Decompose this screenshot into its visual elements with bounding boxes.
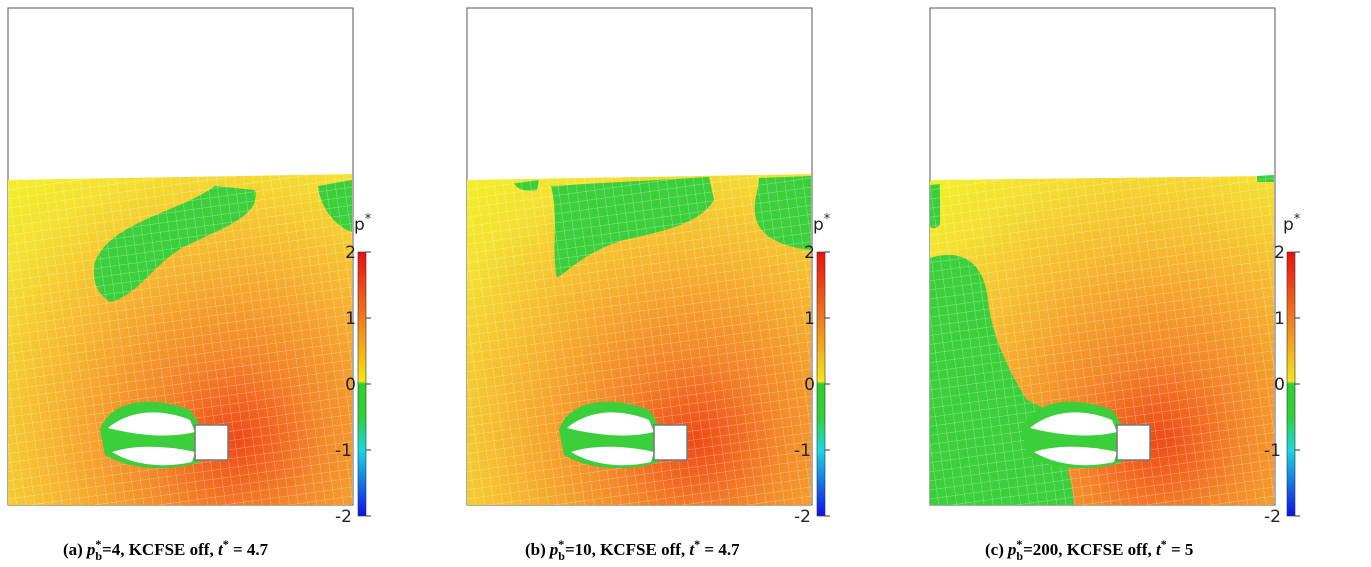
caption-label: (b) (525, 540, 546, 559)
colorbar-title: p* (813, 212, 831, 235)
figure: p*210-1-2(a)p*b=4, KCFSE off, t* = 4.7p*… (0, 0, 1371, 567)
colorbar-title-symbol: p (813, 215, 824, 235)
caption-text: , KCFSE off, (120, 540, 218, 559)
colorbar-tick-label: 1 (345, 309, 356, 329)
colorbar-tick-label: 1 (804, 309, 815, 329)
colorbar-tick-label: 0 (345, 375, 356, 395)
colorbar-tick-label: 1 (1274, 309, 1285, 329)
colorbar-title: p* (354, 212, 372, 235)
colorbar-title-sup: * (824, 212, 831, 227)
caption: (a)p*b=4, KCFSE off, t* = 4.7 (63, 537, 269, 563)
panel: p* 2 1 0 -1 -2 (467, 8, 831, 527)
caption-text: , KCFSE off, (592, 540, 690, 559)
caption-value: =200 (1023, 540, 1058, 559)
colorbar-tick-label: -1 (335, 441, 352, 461)
colorbar-tick-label: 0 (1274, 375, 1285, 395)
colorbar-title-symbol: p (354, 215, 365, 235)
caption-label: (a) (63, 540, 83, 559)
caption: (b)p*b=10, KCFSE off, t* = 4.7 (525, 537, 740, 563)
colorbar-tick-label: 2 (345, 243, 356, 263)
colorbar-tick-label: 0 (804, 375, 815, 395)
caption-value: = 5 (1167, 540, 1194, 559)
colorbar (1287, 252, 1295, 516)
caption-var: p (548, 540, 559, 559)
caption-label: (c) (985, 540, 1004, 559)
caption-value: = 4.7 (700, 540, 740, 559)
caption-value: =10 (565, 540, 592, 559)
colorbar-tick-label: -2 (1264, 507, 1281, 527)
caption: (c)p*b=200, KCFSE off, t* = 5 (985, 537, 1193, 563)
colorbar (358, 252, 366, 516)
caption-value: =4 (102, 540, 121, 559)
caption-text: , KCFSE off, (1058, 540, 1156, 559)
colorbar-title-symbol: p (1283, 215, 1294, 235)
colorbar-tick-label: 2 (1274, 243, 1285, 263)
colorbar-tick-label: -1 (1264, 441, 1281, 461)
caption-var: p (85, 540, 96, 559)
colorbar-title: p* (1283, 212, 1301, 235)
panel: p* 2 1 0 -1 -2 (930, 8, 1301, 527)
caption-var: p (1006, 540, 1017, 559)
panel: p* 2 1 0 -1 -2 (8, 8, 372, 527)
colorbar-tick-label: -1 (794, 441, 811, 461)
caption-value: = 4.7 (229, 540, 269, 559)
colorbar-tick-label: -2 (335, 507, 352, 527)
colorbar-title-sup: * (1294, 212, 1301, 227)
colorbar-tick-label: 2 (804, 243, 815, 263)
colorbar-tick-label: -2 (794, 507, 811, 527)
colorbar-title-sup: * (365, 212, 372, 227)
colorbar (817, 252, 825, 516)
obstacle (654, 425, 687, 460)
obstacle (1117, 425, 1150, 460)
obstacle (195, 425, 228, 460)
